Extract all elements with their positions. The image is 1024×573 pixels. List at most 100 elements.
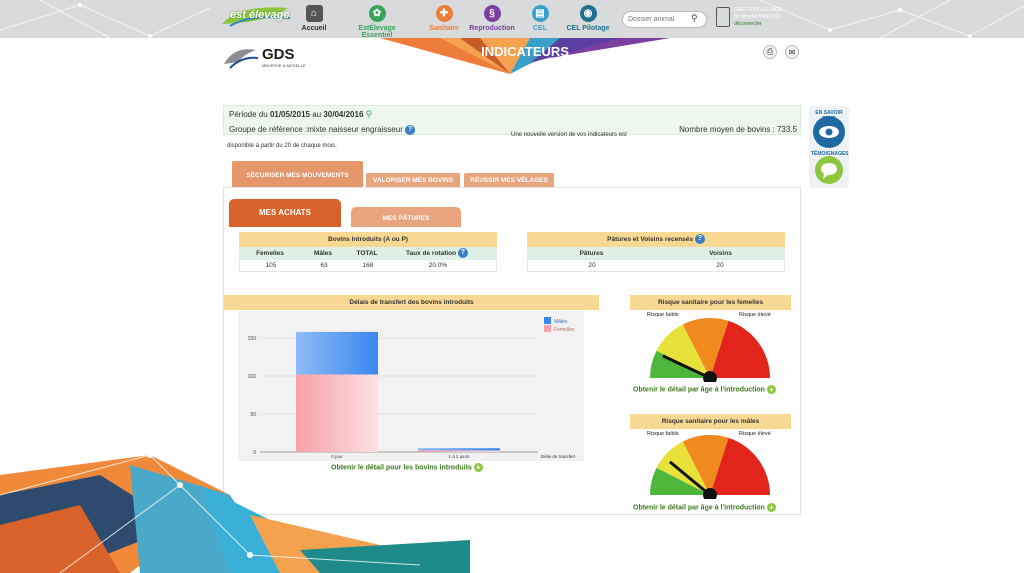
gauge-segment — [682, 318, 729, 378]
gauge-segment — [710, 437, 770, 495]
nav-sanitaire[interactable]: ✚ Sanitaire — [426, 5, 462, 32]
temoignages-button[interactable] — [815, 156, 843, 184]
bar-males — [418, 448, 500, 451]
legend-swatch — [544, 325, 551, 332]
logo-text: est élevage — [230, 9, 290, 21]
detail-males-link-text: Obtenir le détail par âge à l'introducti… — [633, 504, 765, 512]
gauge-needle — [662, 354, 711, 380]
detail-bovins-link-text: Obtenir le détail pour les bovins introd… — [331, 464, 472, 472]
gauge-males — [650, 435, 770, 499]
chart-title: Délais de transfert des bovins introduit… — [224, 295, 599, 310]
detail-bovins-link[interactable]: Obtenir le détail pour les bovins introd… — [331, 463, 483, 472]
page-title: INDICATEURS — [481, 44, 569, 59]
tab-mes-achats[interactable]: MES ACHATS — [229, 199, 341, 227]
speech-bubble-icon — [821, 163, 837, 179]
gds-logo: GDS MEURTHE & MOSELLE — [220, 44, 310, 70]
dna-icon: § — [483, 5, 501, 22]
estelevage-logo[interactable]: est élevage — [220, 4, 292, 28]
nav-label: Accueil — [301, 25, 327, 32]
cell-femelles: 105 — [265, 262, 277, 269]
table-title: Bovins Introduits (A ou P) — [239, 232, 497, 247]
gds-logo-text: GDS — [262, 46, 295, 63]
cell-total: 168 — [362, 262, 374, 269]
col-taux-rotation: Taux de rotation ? — [389, 247, 485, 260]
detail-males-link[interactable]: Obtenir le détail par âge à l'introducti… — [633, 503, 776, 512]
x-axis-label: Délai de transfert — [541, 454, 576, 459]
y-tick-label: 0 — [253, 450, 256, 456]
detail-femelles-link[interactable]: Obtenir le détail par âge à l'introducti… — [633, 385, 776, 394]
edit-period-icon[interactable]: ⚲ — [365, 109, 373, 119]
nav-reproduction[interactable]: § Reproduction — [468, 5, 516, 32]
gds-logo-subtitle: MEURTHE & MOSELLE — [262, 63, 306, 68]
y-tick-label: 100 — [248, 374, 257, 380]
gauge-hub — [703, 371, 717, 382]
bar-males — [296, 331, 378, 375]
nav-estelevage-essentiel[interactable]: ✿ EstÉlevage Essentiel — [342, 5, 412, 39]
en-savoir-plus-button[interactable] — [813, 116, 845, 148]
dashboard-icon: ◉ — [579, 5, 597, 22]
decorative-shapes — [0, 455, 470, 573]
tab-securiser[interactable]: SÉCURISER MES MOUVEMENTS — [232, 161, 363, 188]
print-icon[interactable]: ⎙ — [763, 45, 777, 59]
nav-accueil[interactable]: ⌂ Accueil — [300, 5, 328, 32]
logout-link[interactable]: déconnecter — [734, 21, 762, 27]
help-icon[interactable]: ? — [457, 248, 468, 259]
user-cheptel: N° cheptel 54001001 — [734, 14, 781, 20]
gauge-segment — [710, 320, 770, 378]
chart-background — [238, 311, 584, 461]
col-femelles: Femelles — [256, 250, 284, 257]
plus-icon: + — [766, 503, 776, 512]
gauge-needle — [668, 460, 711, 497]
reference-group-text: Groupe de référence :mixte naisseur engr… — [229, 125, 403, 135]
notice-line-2: disponible à partir du 20 de chaque mois… — [227, 143, 337, 149]
eye-icon — [819, 126, 839, 138]
reference-group: Groupe de référence :mixte naisseur engr… — [229, 125, 416, 135]
logo-shape — [222, 7, 291, 27]
tab-reussir[interactable]: RÉUSSIR MES VÊLAGES — [464, 173, 554, 189]
nav-label: EstÉlevage Essentiel — [358, 25, 396, 39]
medical-cross-icon: ✚ — [435, 5, 453, 22]
nav-cel[interactable]: ▤ CEL — [528, 5, 552, 32]
table-header-row: Pâtures Voisins — [527, 247, 785, 260]
bovins-introduits-table: Bovins Introduits (A ou P) Femelles Mâle… — [239, 232, 497, 272]
cell-voisins: 20 — [716, 262, 724, 269]
gauge-femelles-title: Risque sanitaire pour les femelles — [630, 295, 791, 310]
tab-mes-patures[interactable]: MES PÂTURES — [351, 207, 461, 227]
gauge-femelles — [650, 318, 770, 382]
x-tick-label: 0 jour — [331, 454, 343, 459]
plus-icon: + — [473, 463, 483, 472]
col-males: Mâles — [313, 250, 333, 257]
header-banner — [380, 38, 670, 74]
period-end: 30/04/2016 — [323, 110, 364, 119]
nav-label: Reproduction — [469, 25, 515, 32]
col-total: TOTAL — [356, 250, 378, 257]
transfer-delay-chart: 0 50 100 150 0 jour 1 à 2 jours Délai de trans… — [248, 317, 576, 459]
tab-valoriser[interactable]: VALORISER MES BOVINS — [366, 173, 460, 189]
gauge-femelles-high-label: Risque élevé — [739, 312, 771, 318]
nav-label: CEL — [533, 25, 547, 32]
search-icon[interactable]: ⚲ — [691, 13, 698, 23]
top-navigation-bar: est élevage — [0, 0, 1024, 38]
gauge-segment — [682, 435, 729, 495]
clipboard-icon: ▤ — [531, 5, 549, 22]
gauge-males-title: Risque sanitaire pour les mâles — [630, 414, 791, 429]
col-taux-rotation-label: Taux de rotation — [406, 250, 457, 257]
patures-voisins-table: Pâtures et Voisins recensés ? Pâtures Vo… — [527, 232, 785, 272]
gauge-males-low-label: Risque faible — [647, 431, 679, 437]
user-icon — [716, 7, 730, 27]
help-icon[interactable]: ? — [405, 125, 416, 135]
cell-patures: 20 — [588, 262, 596, 269]
y-tick-label: 150 — [248, 336, 257, 342]
help-icon[interactable]: ? — [694, 234, 705, 245]
period-start: 01/05/2015 — [269, 110, 310, 119]
search-input[interactable] — [622, 11, 707, 28]
gauge-hub — [703, 488, 717, 499]
user-name: GAEC ESTELEVAGE — [734, 7, 783, 13]
legend-swatch — [544, 317, 551, 324]
gauge-males-high-label: Risque élevé — [739, 431, 771, 437]
mail-icon[interactable]: ✉ — [785, 45, 799, 59]
nav-cel-pilotage[interactable]: ◉ CEL Pilotage — [564, 5, 612, 32]
period-line: Période du 01/05/2015 au 30/04/2016 ⚲ — [229, 109, 372, 120]
gds-logo-shape — [224, 49, 259, 69]
leaf-icon: ✿ — [368, 5, 386, 22]
